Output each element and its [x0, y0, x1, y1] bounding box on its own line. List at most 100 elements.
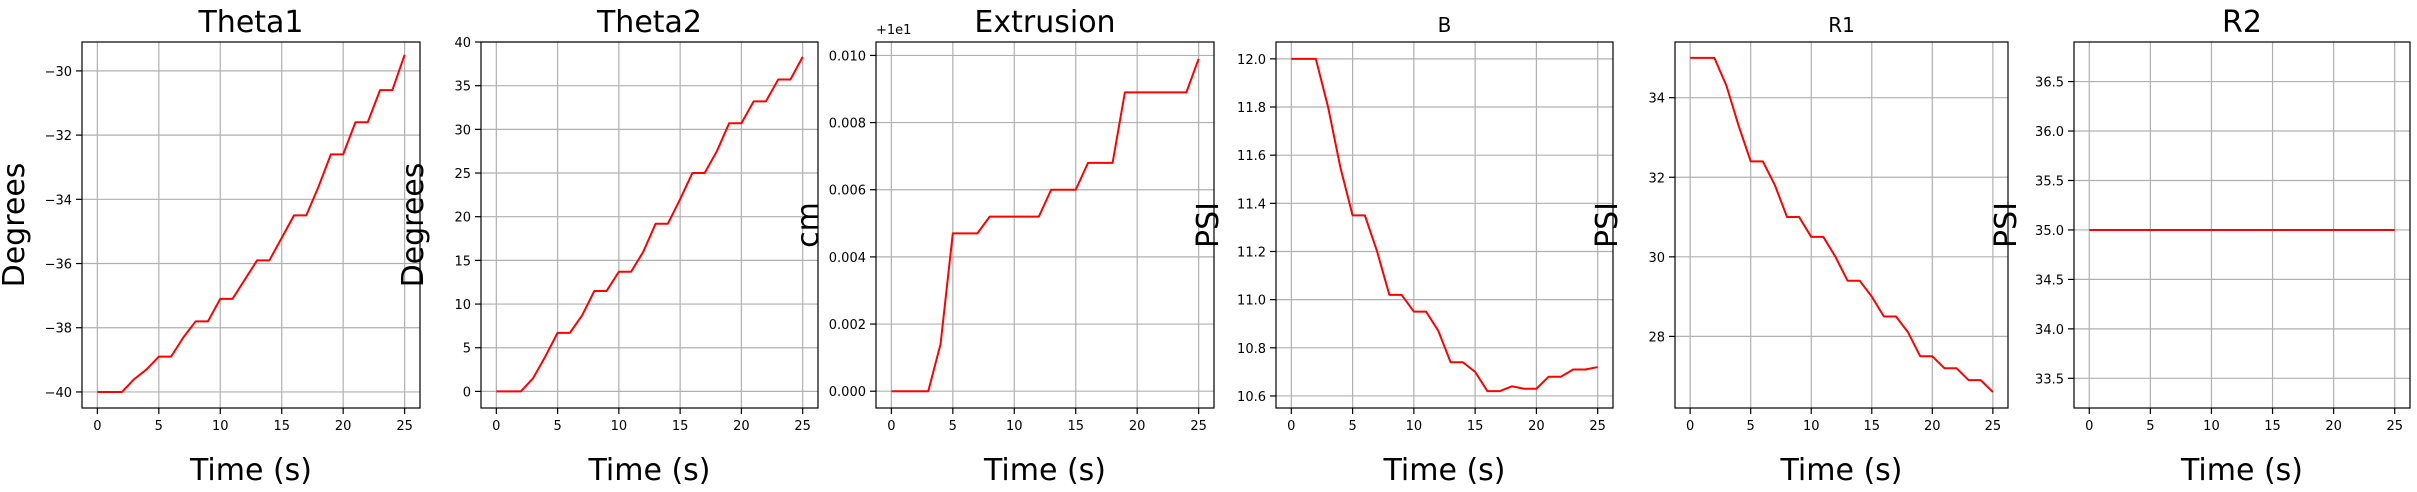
y-tick-label: 35.5	[2035, 174, 2064, 189]
x-tick-label: 10	[611, 419, 628, 434]
series-line	[1291, 57, 1598, 393]
chart-title: Theta1	[197, 5, 303, 40]
x-tick-label: 0	[887, 419, 895, 434]
x-axis-label: Time (s)	[983, 453, 1106, 488]
y-tick-label: 40	[454, 36, 471, 51]
y-tick-label: 28	[1648, 330, 1665, 345]
x-tick-label: 20	[1924, 419, 1941, 434]
x-tick-label: 15	[1467, 419, 1484, 434]
y-tick-label: −36	[45, 258, 72, 273]
x-tick-label: 20	[1528, 419, 1545, 434]
x-tick-label: 15	[672, 419, 689, 434]
x-tick-label: 5	[2146, 419, 2154, 434]
x-tick-label: 25	[1190, 419, 1207, 434]
y-tick-label: −40	[45, 386, 72, 401]
x-tick-label: 5	[949, 419, 957, 434]
y-tick-label: 0	[463, 385, 471, 400]
x-tick-label: 25	[1589, 419, 1606, 434]
axes-frame	[2073, 41, 2411, 409]
y-tick-label: 0.000	[829, 385, 866, 400]
chart-title: Theta2	[596, 5, 702, 40]
x-tick-label: 10	[2203, 419, 2220, 434]
y-tick-label: 11.0	[1237, 294, 1266, 309]
y-tick-label: 11.8	[1237, 101, 1266, 116]
x-tick-label: 15	[2264, 419, 2281, 434]
x-tick-label: 20	[2325, 419, 2342, 434]
x-tick-label: 15	[1067, 419, 1084, 434]
x-tick-label: 10	[1006, 419, 1023, 434]
y-axis-label: PSI	[1191, 202, 1226, 248]
y-tick-label: 0.008	[829, 117, 866, 132]
chart-title: R1	[1828, 13, 1855, 37]
y-axis-label: Degrees	[0, 163, 32, 288]
y-tick-label: 34	[1648, 92, 1665, 107]
x-axis-label: Time (s)	[2180, 453, 2303, 488]
x-tick-label: 20	[733, 419, 750, 434]
x-tick-label: 25	[2386, 419, 2403, 434]
y-tick-label: 35.0	[2035, 224, 2064, 239]
x-tick-label: 5	[155, 419, 163, 434]
x-tick-label: 10	[1406, 419, 1423, 434]
x-tick-label: 5	[553, 419, 561, 434]
x-axis-label: Time (s)	[1780, 453, 1903, 488]
subplot-2: 0 5 10 15 20 25 0 5 10 15 20 25 30 35 40 Theta2 Time (s)…	[396, 5, 819, 488]
y-tick-label: 10.8	[1237, 342, 1266, 357]
x-tick-label: 15	[273, 419, 290, 434]
axes-frame	[81, 41, 421, 409]
y-tick-label: 0.006	[829, 184, 866, 199]
x-tick-label: 20	[1129, 419, 1146, 434]
y-tick-label: 5	[463, 342, 471, 357]
x-tick-label: 20	[335, 419, 352, 434]
axes-frame	[1275, 41, 1614, 409]
y-tick-label: −30	[45, 65, 72, 80]
x-tick-label: 10	[1803, 419, 1820, 434]
y-tick-label: 12.0	[1237, 53, 1266, 68]
chart-title: Extrusion	[974, 5, 1115, 40]
subplot-5: 0 5 10 15 20 25 28 30 32 34 R1 Time (s) PSI	[1590, 13, 2009, 488]
y-tick-label: −34	[45, 193, 72, 208]
axes-frame	[480, 41, 819, 409]
y-tick-label: 10.6	[1237, 390, 1266, 405]
x-tick-label: 5	[1747, 419, 1755, 434]
y-tick-label: 20	[454, 211, 471, 226]
y-tick-label: 25	[454, 167, 471, 182]
y-tick-label: 36.5	[2035, 76, 2064, 91]
series-line	[891, 58, 1200, 393]
subplot-3: 0 5 10 15 20 25 0.000 0.002 0.004 0.006 0.008 0.010…	[791, 5, 1215, 488]
series-line	[496, 56, 804, 393]
y-tick-label: 0.002	[829, 318, 866, 333]
series-line	[1690, 56, 1994, 393]
x-axis-label: Time (s)	[189, 453, 312, 488]
x-axis-label: Time (s)	[1383, 453, 1506, 488]
y-tick-label: −32	[45, 129, 72, 144]
subplot-1: 0 5 10 15 20 25 −40 −38 −36 −34 −32 −30 Theta1 Time (…	[0, 5, 421, 488]
y-tick-label: 15	[454, 254, 471, 269]
y-tick-label: 36.0	[2035, 125, 2064, 140]
x-tick-label: 5	[1348, 419, 1356, 434]
y-tick-label: 33.5	[2035, 372, 2064, 387]
axes-frame	[1674, 41, 2009, 409]
x-tick-label: 0	[2085, 419, 2093, 434]
subplot-4: 0 5 10 15 20 25 10.6 10.8 11.0 11.2 11.4 11.6 11.8 12…	[1191, 13, 1614, 488]
y-tick-label: 35	[454, 80, 471, 95]
x-tick-label: 10	[212, 419, 229, 434]
y-axis-label: PSI	[1590, 202, 1625, 248]
y-tick-label: 30	[1648, 251, 1665, 266]
y-tick-label: 10	[454, 298, 471, 313]
chart-title: R2	[2222, 5, 2262, 40]
y-tick-label: 11.2	[1237, 245, 1266, 260]
x-axis-label: Time (s)	[588, 453, 711, 488]
y-axis-label: Degrees	[396, 163, 431, 288]
x-tick-label: 15	[1863, 419, 1880, 434]
y-tick-label: 0.004	[829, 251, 866, 266]
x-tick-label: 25	[396, 419, 413, 434]
y-tick-label: 34.5	[2035, 273, 2064, 288]
y-axis-label: PSI	[1989, 202, 2024, 248]
y-offset-label: +1e1	[876, 23, 911, 38]
y-tick-label: 30	[454, 123, 471, 138]
subplot-6: 0 5 10 15 20 25 33.5 34.0 34.5 35.0 35.5 36.0 36.5 R2…	[1989, 5, 2411, 488]
series-line	[97, 54, 406, 393]
x-tick-label: 25	[794, 419, 811, 434]
